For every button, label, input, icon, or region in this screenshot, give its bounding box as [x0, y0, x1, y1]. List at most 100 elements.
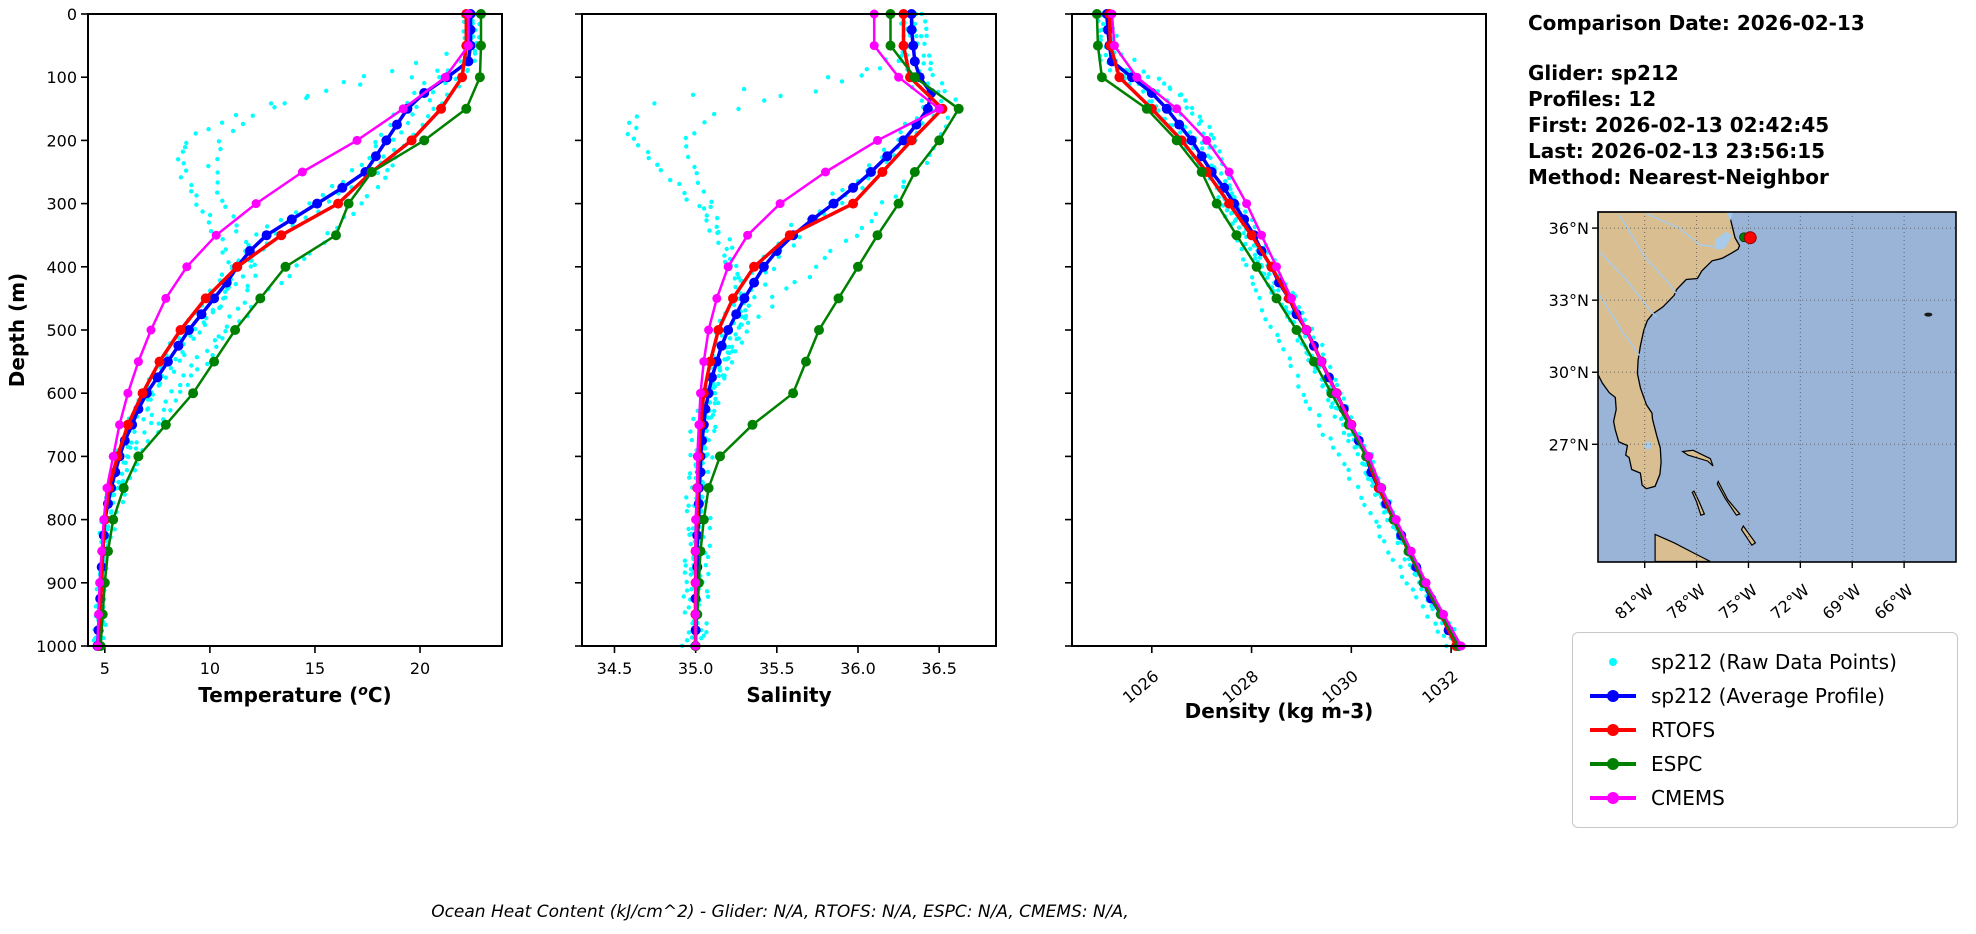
x-axis-label-salinity: Salinity: [746, 683, 831, 707]
legend-entry-2: RTOFS: [1585, 713, 1945, 747]
density-series-espc: [1091, 9, 1464, 651]
map-river: [1599, 295, 1641, 356]
info-line-4: First: 2026-02-13 02:42:45: [1528, 113, 1830, 137]
map-lon-label: 81°W: [1611, 580, 1657, 618]
x-tick-label: 15: [305, 659, 325, 678]
x-axis-label-temperature: Temperature (oC): [198, 683, 391, 707]
y-tick-label: 800: [46, 511, 77, 530]
temperature-series-espc: [95, 9, 486, 651]
salinity-x-ticks: 34.5 35.0 35.5 36.0 36.5: [597, 646, 957, 678]
x-tick-label: 35.5: [759, 659, 795, 678]
legend-marker-dot: [1609, 658, 1617, 666]
legend-label: sp212 (Average Profile): [1651, 684, 1885, 708]
map-river: [1618, 213, 1677, 294]
salinity-plot: 34.5 35.0 35.5 36.0 36.5 Salinity: [575, 9, 997, 707]
y-tick-label: 100: [46, 68, 77, 87]
temperature-frame: [87, 13, 503, 647]
map-lat-label: 33°N: [1549, 291, 1589, 310]
map-river: [1599, 251, 1658, 318]
y-axis-label-depth: Depth (m): [5, 273, 29, 387]
y-tick-label: 900: [46, 574, 77, 593]
density-y-ticks: [1065, 13, 1072, 647]
info-line-3: Profiles: 12: [1528, 87, 1657, 111]
map-lon-label: 72°W: [1767, 580, 1813, 618]
location-map: 36°N 33°N 30°N 27°N 81°W 78°W 75°W 72°W 69°W 66°W: [1549, 211, 1957, 618]
legend-marker-dot: [1607, 758, 1619, 770]
salinity-frame: [581, 13, 997, 647]
y-tick-label: 500: [46, 321, 77, 340]
x-tick-label: 35.0: [678, 659, 714, 678]
salinity-y-ticks: [575, 13, 582, 647]
temperature-x-ticks: 5 10 15 20: [100, 646, 430, 678]
y-tick-label: 400: [46, 258, 77, 277]
y-tick-label: 200: [46, 131, 77, 150]
x-tick-label: 36.0: [840, 659, 876, 678]
map-frame: [1597, 211, 1957, 563]
legend-entry-4: CMEMS: [1585, 781, 1945, 815]
legend-line-marker-icon: [1585, 722, 1641, 738]
y-tick-label: 1000: [36, 637, 77, 656]
legend-entry-0: sp212 (Raw Data Points): [1585, 645, 1945, 679]
y-tick-label: 300: [46, 195, 77, 214]
map-river: [1646, 213, 1721, 249]
temperature-y-ticks: 0 100 200 300 400 500 600 700 800 900 1000: [36, 5, 88, 656]
y-tick-label: 0: [67, 5, 77, 24]
map-bermuda: [1924, 312, 1933, 317]
y-tick-label: 600: [46, 384, 77, 403]
map-lon-label: 69°W: [1819, 580, 1865, 618]
legend-label: RTOFS: [1651, 718, 1716, 742]
legend-marker-dot: [1607, 792, 1619, 804]
info-line-2: Glider: sp212: [1528, 61, 1679, 85]
map-lat-label: 36°N: [1549, 219, 1589, 238]
x-tick-label: 1032: [1418, 667, 1461, 708]
legend-dot-marker-icon: [1585, 654, 1641, 670]
legend-label: CMEMS: [1651, 786, 1725, 810]
legend-entry-1: sp212 (Average Profile): [1585, 679, 1945, 713]
x-tick-label: 5: [100, 659, 110, 678]
legend: sp212 (Raw Data Points) sp212 (Average Pr…: [1572, 632, 1958, 828]
map-lat-label: 27°N: [1549, 435, 1589, 454]
map-lake-okeechobee: [1644, 441, 1653, 450]
temperature-series-cmems: [93, 9, 473, 651]
density-series-cmems: [1107, 9, 1466, 651]
legend-marker-dot: [1607, 724, 1619, 736]
legend-label: ESPC: [1651, 752, 1703, 776]
map-island: [1691, 490, 1706, 516]
map-land-us-east-coast: [1597, 211, 1741, 490]
legend-line-marker-icon: [1585, 688, 1641, 704]
density-frame: [1071, 13, 1487, 647]
info-panel: Comparison Date: 2026-02-13 Glider: sp212…: [1528, 10, 1865, 190]
x-tick-label: 1026: [1119, 667, 1162, 708]
profile-charts: 5 10 15 2001002003004005006007008009001000T…: [5, 5, 1487, 723]
info-line-5: Last: 2026-02-13 23:56:15: [1528, 139, 1826, 163]
legend-marker-dot: [1607, 690, 1619, 702]
y-tick-label: 700: [46, 447, 77, 466]
ocean-heat-content-note: Ocean Heat Content (kJ/cm^2) - Glider: N…: [431, 902, 1129, 922]
map-island: [1716, 480, 1741, 516]
map-lon-label: 66°W: [1871, 580, 1917, 618]
map-lat-label: 30°N: [1549, 363, 1589, 382]
legend-line-marker-icon: [1585, 756, 1641, 772]
legend-line-marker-icon: [1585, 790, 1641, 806]
legend-entry-3: ESPC: [1585, 747, 1945, 781]
x-tick-label: 34.5: [597, 659, 633, 678]
info-spacer: [1528, 36, 1865, 60]
map-pamlico-sound: [1714, 231, 1732, 250]
x-tick-label: 36.5: [921, 659, 957, 678]
map-island: [1681, 449, 1714, 467]
x-tick-label: 20: [410, 659, 430, 678]
info-line-6: Method: Nearest-Neighbor: [1528, 165, 1829, 189]
map-lon-label: 75°W: [1715, 580, 1761, 618]
map-island: [1740, 524, 1757, 547]
temperature-plot: 5 10 15 2001002003004005006007008009001000T…: [36, 5, 503, 707]
map-glider-marker: [1743, 231, 1757, 245]
map-island: [1654, 533, 1711, 563]
x-axis-label-density: Density (kg m-3): [1185, 699, 1374, 723]
x-tick-label: 10: [200, 659, 220, 678]
salinity-series-sp212-average-profile-: [690, 9, 937, 651]
legend-label: sp212 (Raw Data Points): [1651, 650, 1897, 674]
salinity-series-cmems: [691, 9, 944, 651]
map-lon-label: 78°W: [1663, 580, 1709, 618]
